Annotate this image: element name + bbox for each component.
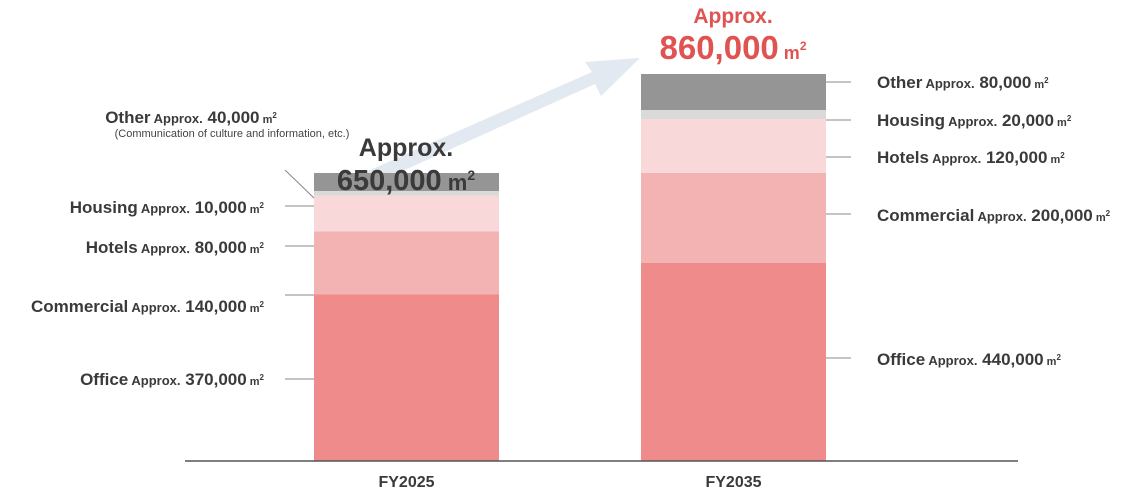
leader-line-other-fy2025 [285,170,314,198]
total-approx-fy2035: Approx. [693,5,772,28]
bar-segment-hotels-fy2035 [641,119,826,173]
bar-segment-office-fy2035 [641,263,826,461]
bar-segment-hotels-fy2025 [314,196,499,232]
total-value-fy2035: 860,000 m2 [660,29,807,66]
label-other-fy2035: Other Approx. 80,000 m2 [877,73,1049,92]
label-housing-fy2025: Housing Approx. 10,000 m2 [70,198,265,217]
label-housing-fy2035: Housing Approx. 20,000 m2 [877,111,1072,130]
total-value-fy2025: 650,000 m2 [337,165,476,197]
label-commercial-fy2025: Commercial Approx. 140,000 m2 [31,297,265,316]
x-tick-label-fy2025: FY2025 [378,474,434,491]
label-other-fy2025: Other Approx. 40,000 m2 [105,108,277,127]
label-commercial-fy2035: Commercial Approx. 200,000 m2 [877,206,1111,225]
labels-layer: FY2025 FY2035 Office Approx. 370,000 m2 Com… [31,5,1111,491]
label-hotels-fy2025: Hotels Approx. 80,000 m2 [86,238,265,257]
bar-segment-housing-fy2035 [641,110,826,119]
bar-segment-commercial-fy2025 [314,232,499,295]
bars-layer [314,74,826,461]
total-approx-fy2025: Approx. [359,134,453,162]
label-hotels-fy2035: Hotels Approx. 120,000 m2 [877,148,1065,167]
label-other-note-fy2025: (Communication of culture and informatio… [115,128,350,140]
bar-segment-commercial-fy2035 [641,173,826,263]
label-office-fy2035: Office Approx. 440,000 m2 [877,350,1061,369]
bar-segment-office-fy2025 [314,295,499,462]
x-tick-label-fy2035: FY2035 [705,474,761,491]
label-office-fy2025: Office Approx. 370,000 m2 [80,370,264,389]
bar-segment-other-fy2035 [641,74,826,110]
